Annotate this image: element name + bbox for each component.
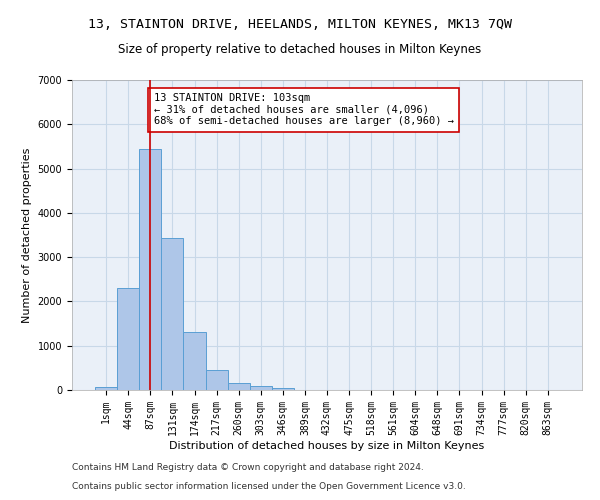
Text: 13, STAINTON DRIVE, HEELANDS, MILTON KEYNES, MK13 7QW: 13, STAINTON DRIVE, HEELANDS, MILTON KEY… [88,18,512,30]
Bar [250,386,272,390]
Bar [272,388,294,390]
Bar [206,370,227,390]
Y-axis label: Number of detached properties: Number of detached properties [22,148,32,322]
Bar [184,332,206,390]
Bar [117,288,139,390]
Text: Size of property relative to detached houses in Milton Keynes: Size of property relative to detached ho… [118,42,482,56]
Text: 13 STAINTON DRIVE: 103sqm
← 31% of detached houses are smaller (4,096)
68% of se: 13 STAINTON DRIVE: 103sqm ← 31% of detac… [154,94,454,126]
Bar [139,148,161,390]
Bar [95,386,117,390]
Text: Contains HM Land Registry data © Crown copyright and database right 2024.: Contains HM Land Registry data © Crown c… [72,464,424,472]
Text: Contains public sector information licensed under the Open Government Licence v3: Contains public sector information licen… [72,482,466,491]
X-axis label: Distribution of detached houses by size in Milton Keynes: Distribution of detached houses by size … [169,440,485,450]
Bar [227,382,250,390]
Bar [161,238,184,390]
